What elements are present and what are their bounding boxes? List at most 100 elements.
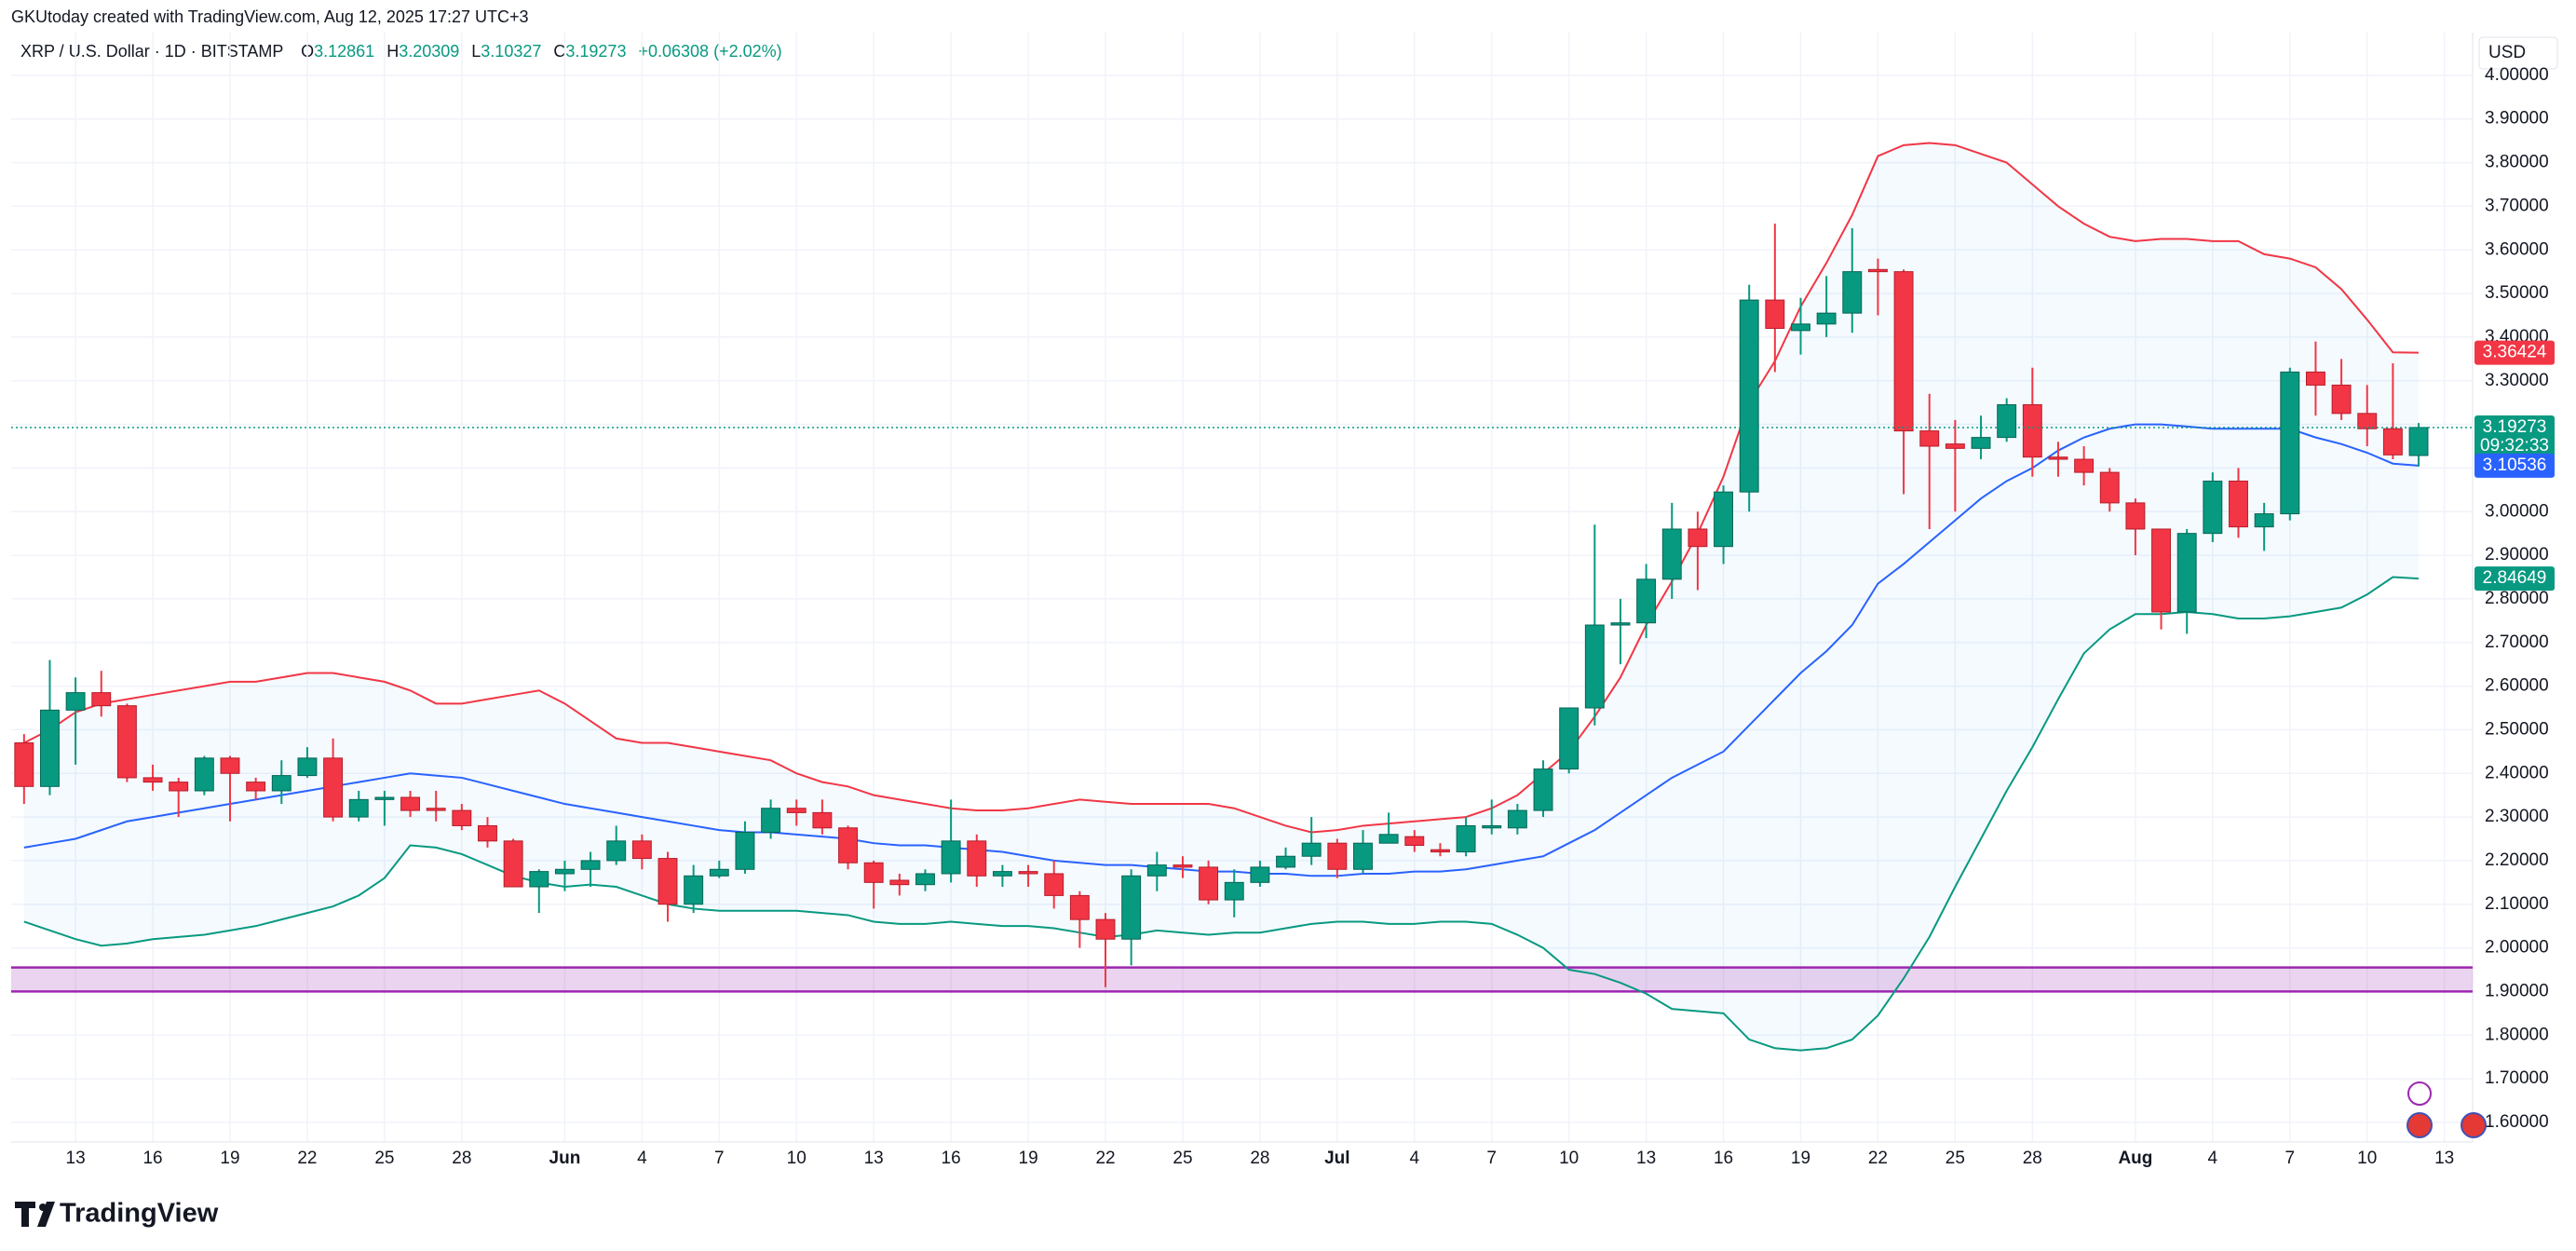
x-tick-label: 4 [637,1149,647,1168]
currency[interactable]: USD [2488,43,2526,62]
candle-body [2176,533,2197,613]
candle-body [194,757,214,792]
ohlc-value: 3.19273 [565,42,626,61]
x-tick-label: 28 [452,1149,471,1168]
x-tick-label: 10 [2357,1149,2377,1168]
candle-body [503,840,523,888]
candle-body [889,879,910,886]
ohlc-value: 3.10327 [481,42,541,61]
x-tick-label: 7 [1486,1149,1497,1168]
y-tick-label: 2.00000 [2485,938,2549,958]
change: +0.06308 (+2.02%) [638,42,781,61]
candle-body [2254,513,2274,528]
y-tick-label: 3.70000 [2485,196,2549,215]
candle-body [1533,768,1553,811]
candle-body [1353,842,1373,870]
currency-button[interactable] [2478,36,2558,70]
credit: GKUtoday created with TradingView.com, A… [11,7,529,26]
price-tag-label: 2.84649 [2483,568,2547,588]
candle-body [1971,437,1991,449]
candle-body [1018,871,1038,875]
candle-body [915,873,935,886]
y-tick-label: 2.30000 [2485,807,2549,826]
event-icons [2407,1081,2487,1138]
candle-body [2151,528,2172,613]
candle-body [2203,480,2223,535]
candle-body [1816,312,1837,325]
event-icon[interactable] [2407,1112,2433,1138]
price-tag-label: 3.36424 [2483,343,2547,362]
candle-body [2099,471,2120,504]
candle-body [1765,299,1785,330]
candle-body [246,782,266,792]
candle-body [992,871,1012,877]
x-tick-label: 28 [2023,1149,2042,1168]
candle-body [1791,323,1810,332]
band-line [23,576,2420,1052]
candle-body [323,757,344,818]
x-tick-label: 13 [66,1149,86,1168]
candle-body [761,808,781,833]
candle-body [1636,578,1657,624]
zone [11,967,2473,992]
y-tick-label: 1.80000 [2485,1025,2549,1044]
price-tag [2474,453,2555,478]
price-tag [2474,340,2555,365]
candle-body [426,808,446,811]
candle-body [1584,624,1605,709]
candle-body [1430,849,1450,853]
y-tick-label: 2.20000 [2485,850,2549,870]
event-icon[interactable] [2461,1112,2487,1138]
candle-body [400,796,420,811]
candle-body [967,840,987,877]
x-tick-label: 4 [2208,1149,2218,1168]
candle-body [2074,458,2095,473]
candle-body [554,868,575,875]
candle-body [478,824,497,842]
candle-body [606,840,627,862]
band-line [23,142,2420,834]
candle-body [1919,430,1940,447]
candle-body [2280,371,2300,515]
x-tick-label: 10 [787,1149,807,1168]
event-icon[interactable] [2407,1081,2432,1106]
y-tick-label: 3.50000 [2485,283,2549,303]
x-tick-label: Jun [549,1149,581,1168]
candle-body [1688,528,1708,548]
candle-body [1146,864,1167,877]
brand: TradingView [60,1199,219,1229]
x-tick-label: 13 [864,1149,884,1168]
candle-body [1842,271,1863,314]
candle-body [1610,622,1631,626]
y-tick-label: 1.90000 [2485,981,2549,1000]
plot: 1.60000 1.70000 1.80000 1.90000 2.00000 2.100… [11,33,2555,1168]
candle-body [1250,866,1270,883]
candle-body [452,809,472,826]
candle-body [271,775,291,792]
legend-line: XRP / U.S. Dollar · 1D · BITSTAMP O3.128… [20,42,782,61]
candle-body [1997,403,2017,439]
candle-body [91,692,112,707]
candle-body [812,811,833,829]
candle-body [65,692,86,711]
x-tick-label: Jul [1324,1149,1349,1168]
candle-body [142,777,163,783]
x-tick-label: 16 [142,1149,162,1168]
candle-body [1945,443,1965,449]
candle-body [1661,528,1682,580]
price-tag [2474,415,2555,458]
y-tick-label: 3.80000 [2485,153,2549,172]
x-tick-label: 13 [1636,1149,1656,1168]
candle-body [2408,427,2429,456]
candle-body [2382,428,2403,456]
candle-body [2048,456,2068,460]
x-tick-label: 4 [1409,1149,1419,1168]
candle-body [838,827,858,863]
x-tick-label: 25 [1173,1149,1192,1168]
x-tick-label: 22 [1868,1149,1888,1168]
y-tick-label: 2.40000 [2485,763,2549,782]
x-tick-label: 19 [1019,1149,1038,1168]
y-tick-label: 2.90000 [2485,545,2549,564]
